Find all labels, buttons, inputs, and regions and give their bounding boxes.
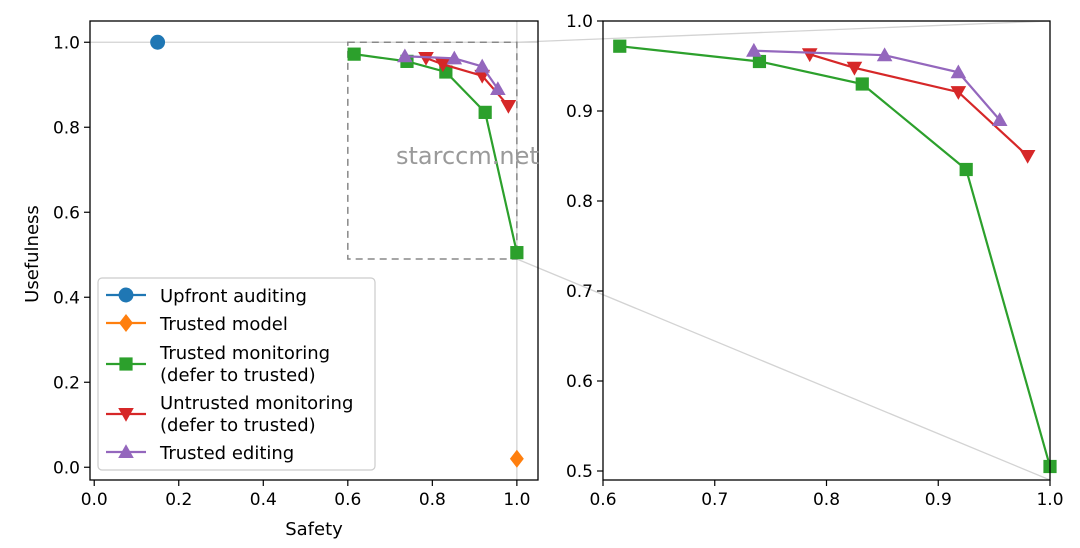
zoom-point-trusted-editing <box>950 64 967 79</box>
overview-x-tick-label: 0.8 <box>419 490 446 510</box>
legend-label-untrusted-monitoring-defer-to-trusted: Untrusted monitoring <box>160 393 353 414</box>
x-axis-label: Safety <box>285 519 343 540</box>
zoom-y-tick-label: 0.9 <box>566 102 593 122</box>
zoom-x-tick-label: 0.7 <box>701 490 728 510</box>
zoom-line-trusted-editing <box>753 49 1001 121</box>
zoom-point-trusted-monitoring-defer-to-trusted <box>959 162 973 177</box>
overview-series-trusted-model <box>509 449 524 468</box>
watermark-text: starccm.net <box>396 142 539 170</box>
overview-point-trusted-editing <box>474 58 491 73</box>
legend-entry-trusted-editing: Trusted editing <box>106 443 294 464</box>
zoom-series-trusted-monitoring-defer-to-trusted <box>613 39 1057 474</box>
legend-label-untrusted-monitoring-defer-to-trusted: (defer to trusted) <box>160 415 316 436</box>
overview-panel: 0.0 0.2 0.4 0.6 0.8 1.0 0.0 0.2 0.4 0.6 0.8 1.0 Saf… <box>22 20 539 540</box>
overview-line-untrusted-monitoring-defer-to-trusted <box>425 56 510 107</box>
zoom-y-tick-label: 0.5 <box>566 462 593 482</box>
overview-point-trusted-monitoring-defer-to-trusted <box>347 47 361 61</box>
overview-y-tick-label: 0.2 <box>53 373 80 393</box>
zoom-panel: 0.6 0.7 0.8 0.9 1.0 0.5 0.6 0.7 0.8 0.9 1.0 <box>566 12 1064 510</box>
zoom-axes-frame <box>602 20 1051 481</box>
legend-entry-trusted-monitoring-defer-to-trusted: Trusted monitoring(defer to trusted) <box>106 343 330 386</box>
overview-y-tick-label: 1.0 <box>53 33 80 53</box>
overview-x-tick-label: 1.0 <box>503 490 530 510</box>
zoom-series-trusted-editing <box>746 42 1008 126</box>
connector-line-top <box>516 20 1051 43</box>
legend-marker-upfront-auditing <box>118 287 134 303</box>
overview-point-upfront-auditing <box>150 34 166 50</box>
overview-point-untrusted-monitoring-defer-to-trusted <box>418 51 434 66</box>
overview-point-trusted-editing <box>446 50 463 65</box>
legend-marker-untrusted-monitoring-defer-to-trusted <box>118 408 134 422</box>
overview-axes-frame <box>89 20 539 481</box>
legend-label-trusted-editing: Trusted editing <box>159 443 294 464</box>
y-axis-label: Usefulness <box>22 205 43 303</box>
overview-line-trusted-editing <box>404 55 499 90</box>
overview-point-trusted-monitoring-defer-to-trusted <box>478 105 492 119</box>
zoom-point-trusted-monitoring-defer-to-trusted <box>613 39 627 53</box>
zoom-line-untrusted-monitoring-defer-to-trusted <box>809 53 1029 157</box>
zoom-point-untrusted-monitoring-defer-to-trusted <box>950 86 967 100</box>
overview-series-trusted-monitoring-defer-to-trusted <box>347 47 524 260</box>
legend-label-upfront-auditing: Upfront auditing <box>160 286 307 307</box>
zoom-point-untrusted-monitoring-defer-to-trusted <box>1019 150 1036 164</box>
zoom-point-trusted-monitoring-defer-to-trusted <box>752 54 767 69</box>
zoom-x-tick-label: 1.0 <box>1036 490 1063 510</box>
legend-marker-trusted-model <box>119 314 133 332</box>
zoom-x-tick-label: 0.9 <box>925 490 952 510</box>
legend-label-trusted-model: Trusted model <box>159 314 288 335</box>
overview-point-trusted-editing <box>490 81 506 95</box>
overview-y-tick-label: 0.4 <box>53 288 80 308</box>
zoom-point-trusted-editing <box>991 112 1008 126</box>
zoom-point-trusted-editing <box>746 42 762 57</box>
overview-point-untrusted-monitoring-defer-to-trusted <box>500 100 517 114</box>
overview-series-upfront-auditing <box>150 34 166 50</box>
overview-x-tick-label: 0.6 <box>334 490 361 510</box>
legend-entry-trusted-model: Trusted model <box>106 314 288 335</box>
overview-y-tick-label: 0.0 <box>53 458 80 478</box>
legend-label-trusted-monitoring-defer-to-trusted: Trusted monitoring <box>159 343 330 364</box>
zoom-y-tick-label: 1.0 <box>566 12 593 32</box>
zoom-point-trusted-monitoring-defer-to-trusted <box>855 77 869 91</box>
zoom-x-tick-label: 0.8 <box>813 490 840 510</box>
zoom-series-untrusted-monitoring-defer-to-trusted <box>801 48 1036 164</box>
zoom-x-tick-label: 0.6 <box>589 490 616 510</box>
overview-y-tick-label: 0.6 <box>53 203 80 223</box>
zoom-y-tick-label: 0.6 <box>566 372 593 392</box>
legend-label-trusted-monitoring-defer-to-trusted: (defer to trusted) <box>160 365 316 386</box>
zoom-point-untrusted-monitoring-defer-to-trusted <box>846 61 863 76</box>
overview-x-tick-label: 0.4 <box>250 490 277 510</box>
legend-entry-untrusted-monitoring-defer-to-trusted: Untrusted monitoring(defer to trusted) <box>106 393 353 436</box>
zoom-box-rect <box>347 41 518 260</box>
legend: Upfront auditing Trusted model Trusted mon… <box>97 277 376 471</box>
overview-series-trusted-editing <box>397 48 506 95</box>
overview-point-untrusted-monitoring-defer-to-trusted <box>435 58 451 73</box>
legend-entry-upfront-auditing: Upfront auditing <box>106 286 307 307</box>
zoom-y-tick-label: 0.7 <box>566 282 593 302</box>
overview-point-trusted-monitoring-defer-to-trusted <box>510 246 524 260</box>
overview-x-tick-label: 0.2 <box>165 490 192 510</box>
zoom-y-tick-label: 0.8 <box>566 192 593 212</box>
overview-y-tick-label: 0.8 <box>53 118 80 138</box>
legend-marker-trusted-monitoring-defer-to-trusted <box>119 357 133 371</box>
overview-x-tick-label: 0.0 <box>81 490 108 510</box>
zoom-line-trusted-monitoring-defer-to-trusted <box>619 45 1052 467</box>
overview-point-trusted-model <box>509 449 524 468</box>
zoom-indicator-box <box>347 41 518 260</box>
legend-marker-trusted-editing <box>118 444 134 458</box>
overview-point-trusted-editing <box>397 48 413 63</box>
legend-box <box>97 277 376 471</box>
connector-line-bottom <box>516 258 1051 481</box>
zoom-connector-lines <box>516 20 1051 481</box>
zoom-point-trusted-editing <box>876 47 893 62</box>
